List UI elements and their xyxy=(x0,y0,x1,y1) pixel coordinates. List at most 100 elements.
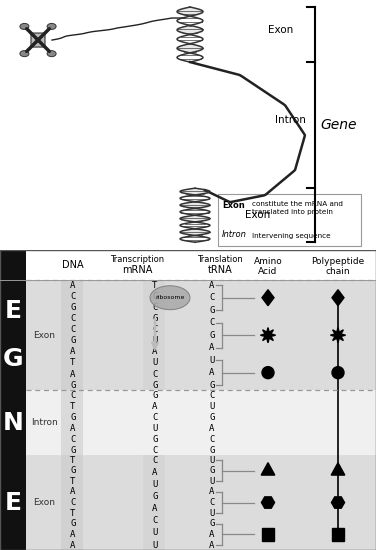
Bar xyxy=(262,528,274,541)
Text: G: G xyxy=(209,446,215,455)
Bar xyxy=(332,528,344,541)
Text: C: C xyxy=(152,370,158,378)
Text: U: U xyxy=(152,480,158,489)
Bar xyxy=(26,390,376,455)
Text: A: A xyxy=(209,487,215,497)
Text: A: A xyxy=(209,280,215,290)
Text: T: T xyxy=(70,477,76,486)
Text: Intron: Intron xyxy=(222,230,247,239)
Bar xyxy=(26,455,376,550)
Text: Intron: Intron xyxy=(30,418,58,427)
Bar xyxy=(26,280,376,390)
Text: U: U xyxy=(152,359,158,367)
Text: N: N xyxy=(3,411,23,435)
Text: U: U xyxy=(152,529,158,537)
Text: G: G xyxy=(70,466,76,475)
Polygon shape xyxy=(262,290,274,306)
Text: mRNA: mRNA xyxy=(122,265,152,275)
Text: C: C xyxy=(209,318,215,327)
Text: C: C xyxy=(152,412,158,422)
Text: Exon: Exon xyxy=(222,201,245,210)
Text: A: A xyxy=(209,424,215,433)
Text: A: A xyxy=(70,530,76,539)
Text: C: C xyxy=(152,516,158,525)
Text: Amino: Amino xyxy=(254,257,282,266)
Text: Translation: Translation xyxy=(197,255,243,264)
Text: Exon: Exon xyxy=(33,331,55,340)
Text: A: A xyxy=(209,368,215,377)
Text: Exon: Exon xyxy=(33,498,55,507)
Text: E: E xyxy=(5,491,21,515)
Ellipse shape xyxy=(47,24,56,30)
Text: chain: chain xyxy=(326,267,350,276)
Text: G: G xyxy=(152,314,158,323)
Text: G: G xyxy=(152,434,158,444)
Polygon shape xyxy=(261,463,275,475)
Text: G: G xyxy=(3,348,23,371)
Text: tRNA: tRNA xyxy=(208,265,232,275)
Text: DNA: DNA xyxy=(62,260,84,270)
Ellipse shape xyxy=(150,285,190,310)
Bar xyxy=(143,280,165,390)
Text: A: A xyxy=(152,504,158,513)
Text: A: A xyxy=(209,530,215,539)
FancyBboxPatch shape xyxy=(31,33,45,47)
Text: constitute the mRNA and
translated into protein: constitute the mRNA and translated into … xyxy=(252,201,343,215)
Text: G: G xyxy=(70,381,76,389)
Text: A: A xyxy=(70,487,76,497)
Text: Gene: Gene xyxy=(320,118,356,131)
Text: Exon: Exon xyxy=(268,25,293,35)
Text: A: A xyxy=(152,468,158,477)
Text: U: U xyxy=(152,336,158,345)
Text: C: C xyxy=(70,325,76,334)
Text: ribosome: ribosome xyxy=(155,295,185,300)
Polygon shape xyxy=(331,497,344,508)
Bar xyxy=(0,250,26,550)
Text: U: U xyxy=(209,477,215,486)
Text: Exon: Exon xyxy=(245,210,270,220)
Text: A: A xyxy=(70,348,76,356)
Text: G: G xyxy=(70,412,76,422)
Text: C: C xyxy=(70,390,76,400)
Bar xyxy=(61,280,83,550)
Text: C: C xyxy=(70,434,76,444)
Ellipse shape xyxy=(47,51,56,57)
Text: G: G xyxy=(70,446,76,455)
Text: A: A xyxy=(70,541,76,549)
Text: C: C xyxy=(209,390,215,400)
Bar xyxy=(143,455,165,550)
Text: T: T xyxy=(152,280,158,290)
Polygon shape xyxy=(332,290,344,306)
Text: C: C xyxy=(209,498,215,507)
Text: G: G xyxy=(152,381,158,389)
Bar xyxy=(26,250,376,280)
Text: Polypeptide: Polypeptide xyxy=(311,257,365,266)
Polygon shape xyxy=(331,463,345,475)
Text: T: T xyxy=(70,402,76,411)
Text: G: G xyxy=(209,331,215,340)
Text: C: C xyxy=(70,292,76,301)
Text: E: E xyxy=(5,299,21,323)
Text: A: A xyxy=(70,424,76,433)
Text: G: G xyxy=(209,412,215,422)
Text: T: T xyxy=(70,455,76,465)
Text: U: U xyxy=(152,424,158,433)
Text: G: G xyxy=(209,306,215,315)
Text: G: G xyxy=(209,466,215,475)
Text: U: U xyxy=(209,402,215,411)
Text: U: U xyxy=(209,455,215,465)
Text: Intervening sequence: Intervening sequence xyxy=(252,233,331,239)
Text: G: G xyxy=(152,292,158,301)
Text: A: A xyxy=(152,348,158,356)
Text: U: U xyxy=(209,509,215,518)
Circle shape xyxy=(262,367,274,378)
Ellipse shape xyxy=(20,51,29,57)
Polygon shape xyxy=(331,328,346,343)
Text: A: A xyxy=(209,343,215,352)
Text: Transcription: Transcription xyxy=(110,255,164,264)
Text: C: C xyxy=(70,498,76,507)
Text: G: G xyxy=(70,303,76,312)
Text: C: C xyxy=(152,455,158,465)
Text: A: A xyxy=(70,370,76,378)
Text: G: G xyxy=(152,390,158,400)
